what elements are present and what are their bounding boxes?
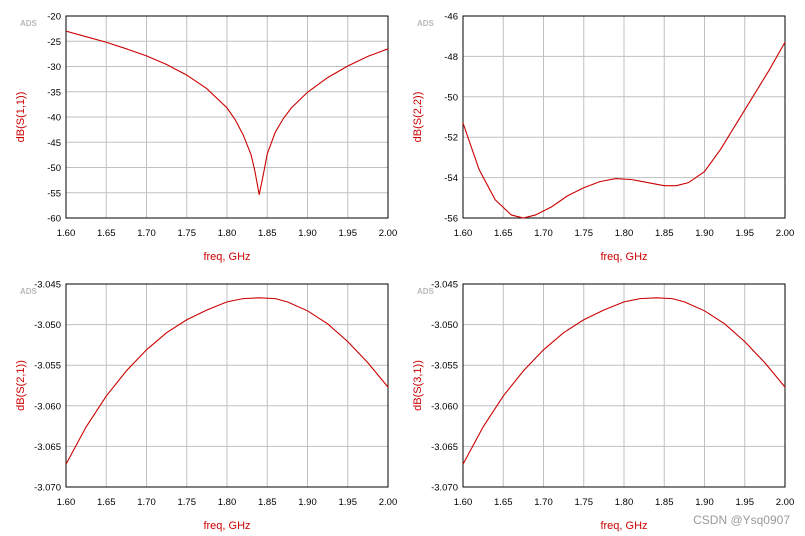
- y-tick-label: -25: [47, 37, 61, 48]
- y-tick-label: -3.060: [431, 401, 458, 412]
- x-tick-label: 1.90: [695, 228, 714, 239]
- y-tick-label: -45: [47, 138, 61, 149]
- y-tick-label: -40: [47, 113, 61, 124]
- y-tick-label: -46: [444, 12, 458, 23]
- ads-tag: ADS: [417, 287, 435, 296]
- x-tick-label: 1.90: [298, 497, 317, 508]
- chart-panel-2: 1.60 1.65 1.70 1.75 1.80 1.85 1.90 1.95 2.00 -46 -…: [412, 12, 794, 264]
- y-tick-label: -55: [47, 188, 61, 199]
- y-tick-label: -3.050: [34, 320, 61, 331]
- y-tick-label: -52: [444, 133, 458, 144]
- ads-tag: ADS: [20, 19, 38, 28]
- y-axis-label: dB(S(2,2)): [412, 92, 424, 143]
- x-tick-label: 1.65: [494, 228, 513, 239]
- y-tick-label: -56: [444, 214, 458, 225]
- x-tick-label: 1.60: [57, 228, 76, 239]
- x-tick-label: 2.00: [776, 497, 795, 508]
- x-tick-label: 1.60: [57, 497, 76, 508]
- series-line: [65, 297, 389, 465]
- x-tick-label: 1.85: [655, 228, 674, 239]
- y-tick-label: -3.050: [431, 320, 458, 331]
- plot-frame: [462, 15, 786, 219]
- x-axis-label: freq, GHz: [203, 251, 250, 263]
- x-tick-label: 1.80: [218, 497, 237, 508]
- chart-panel-4: 1.60 1.65 1.70 1.75 1.80 1.85 1.90 1.95 2.00 -3.0…: [412, 280, 794, 533]
- y-tick-label: -60: [47, 214, 61, 225]
- y-tick-label: -3.055: [34, 361, 61, 372]
- series-line: [462, 297, 786, 465]
- y-tick-label: -20: [47, 12, 61, 23]
- x-tick-label: 1.85: [655, 497, 674, 508]
- y-tick-label: -30: [47, 62, 61, 73]
- series-line: [462, 41, 786, 219]
- watermark: CSDN @Ysq0907: [693, 513, 790, 527]
- x-tick-label: 1.80: [615, 497, 634, 508]
- x-tick-label: 1.75: [575, 497, 594, 508]
- plot-frame: [65, 15, 389, 219]
- x-tick-label: 1.70: [137, 228, 156, 239]
- x-tick-label: 1.65: [97, 497, 116, 508]
- y-tick-label: -50: [444, 92, 458, 103]
- x-axis-label: freq, GHz: [600, 251, 647, 263]
- x-tick-label: 1.85: [258, 497, 277, 508]
- x-axis-label: freq, GHz: [203, 520, 250, 532]
- x-tick-label: 1.70: [534, 228, 553, 239]
- x-tick-label: 1.95: [339, 228, 358, 239]
- chart-panel-3: 1.60 1.65 1.70 1.75 1.80 1.85 1.90 1.95 2.00 -3.0…: [15, 280, 397, 533]
- x-tick-label: 1.70: [137, 497, 156, 508]
- series-line: [65, 30, 389, 195]
- x-tick-label: 1.65: [494, 497, 513, 508]
- y-axis-label: dB(S(3,1)): [412, 360, 424, 411]
- ads-tag: ADS: [20, 287, 38, 296]
- y-tick-label: -3.045: [34, 280, 61, 291]
- x-tick-label: 1.95: [736, 497, 755, 508]
- x-tick-label: 2.00: [379, 497, 398, 508]
- plot-frame: [462, 283, 786, 488]
- x-tick-label: 2.00: [776, 228, 795, 239]
- plot-frame: [65, 283, 389, 488]
- x-tick-label: 1.80: [615, 228, 634, 239]
- x-tick-label: 2.00: [379, 228, 398, 239]
- x-tick-label: 1.80: [218, 228, 237, 239]
- x-axis-label: freq, GHz: [600, 520, 647, 532]
- chart-panel-1: 1.60 1.65 1.70 1.75 1.80 1.85 1.90 1.95 2.00 -20 -…: [15, 12, 397, 264]
- x-tick-label: 1.75: [178, 228, 197, 239]
- x-tick-label: 1.90: [298, 228, 317, 239]
- y-tick-label: -35: [47, 87, 61, 98]
- y-tick-label: -54: [444, 173, 458, 184]
- y-axis-label: dB(S(1,1)): [15, 92, 27, 143]
- y-tick-label: -3.060: [34, 401, 61, 412]
- x-tick-label: 1.60: [454, 228, 473, 239]
- x-tick-label: 1.90: [695, 497, 714, 508]
- y-tick-label: -50: [47, 163, 61, 174]
- x-tick-label: 1.65: [97, 228, 116, 239]
- x-tick-label: 1.95: [339, 497, 358, 508]
- x-tick-label: 1.60: [454, 497, 473, 508]
- y-tick-label: -3.070: [34, 483, 61, 494]
- x-tick-label: 1.75: [178, 497, 197, 508]
- y-tick-label: -3.045: [431, 280, 458, 291]
- y-tick-label: -3.065: [431, 442, 458, 453]
- y-tick-label: -48: [444, 52, 458, 63]
- x-tick-label: 1.95: [736, 228, 755, 239]
- y-tick-label: -3.055: [431, 361, 458, 372]
- y-tick-label: -3.070: [431, 483, 458, 494]
- x-tick-label: 1.70: [534, 497, 553, 508]
- y-tick-label: -3.065: [34, 442, 61, 453]
- y-axis-label: dB(S(2,1)): [15, 360, 27, 411]
- x-tick-label: 1.85: [258, 228, 277, 239]
- ads-tag: ADS: [417, 19, 435, 28]
- x-tick-label: 1.75: [575, 228, 594, 239]
